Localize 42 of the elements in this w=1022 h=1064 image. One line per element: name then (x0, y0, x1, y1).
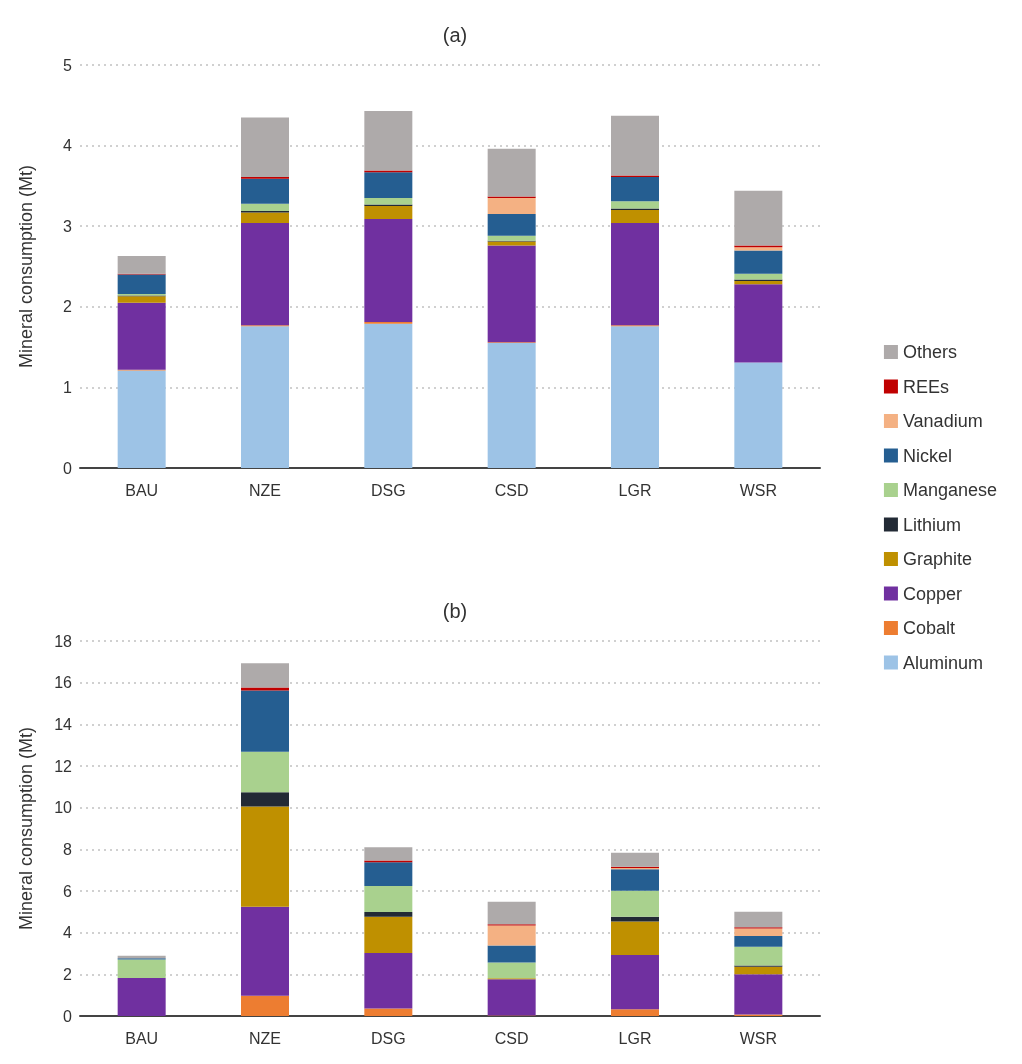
y-tick-label: 4 (63, 137, 73, 155)
legend-label: Vanadium (902, 411, 983, 431)
x-tick-label: LGR (618, 481, 652, 499)
x-tick-label: NZE (249, 1029, 281, 1047)
legend-label: Aluminum (902, 652, 983, 673)
x-tick-label: NZE (249, 481, 281, 499)
y-tick-label: 3 (63, 217, 73, 235)
legend-label: Others (902, 342, 957, 362)
legend-label: Lithium (902, 514, 961, 535)
x-tick-label: WSR (739, 481, 777, 499)
x-tick-label: WSR (739, 1029, 777, 1047)
y-tick-label: 10 (54, 799, 73, 817)
y-tick-label: 6 (63, 882, 73, 900)
x-tick-label: CSD (494, 481, 529, 499)
legend-label: Copper (902, 583, 962, 604)
y-tick-label: 4 (63, 924, 73, 942)
x-tick-label: BAU (125, 1029, 159, 1047)
x-tick-label: DSG (371, 481, 406, 499)
legend-label: Graphite (902, 549, 972, 569)
y-tick-label: 8 (63, 840, 73, 858)
legend-label: Manganese (902, 480, 998, 500)
chart-title: (a) (442, 24, 468, 46)
x-tick-label: LGR (618, 1029, 652, 1047)
y-tick-label: 12 (54, 757, 73, 775)
x-tick-label: BAU (125, 481, 159, 499)
x-tick-label: CSD (494, 1029, 529, 1047)
y-tick-label: 14 (54, 715, 73, 733)
legend-label: Cobalt (902, 618, 955, 638)
y-tick-label: 0 (63, 1007, 73, 1025)
y-tick-label: 5 (63, 56, 73, 74)
y-axis-title: Mineral consumption (Mt) (16, 726, 36, 931)
y-tick-label: 1 (63, 378, 73, 396)
y-tick-label: 0 (63, 459, 73, 477)
y-axis-title: Mineral consumption (Mt) (16, 164, 36, 369)
y-tick-label: 16 (54, 674, 73, 692)
y-tick-label: 18 (54, 632, 73, 650)
chart-title: (b) (442, 600, 468, 622)
x-tick-label: DSG (371, 1029, 406, 1047)
legend-label: Nickel (902, 445, 952, 466)
y-tick-label: 2 (63, 965, 73, 983)
legend-label: REEs (902, 376, 949, 397)
y-tick-label: 2 (63, 298, 73, 316)
